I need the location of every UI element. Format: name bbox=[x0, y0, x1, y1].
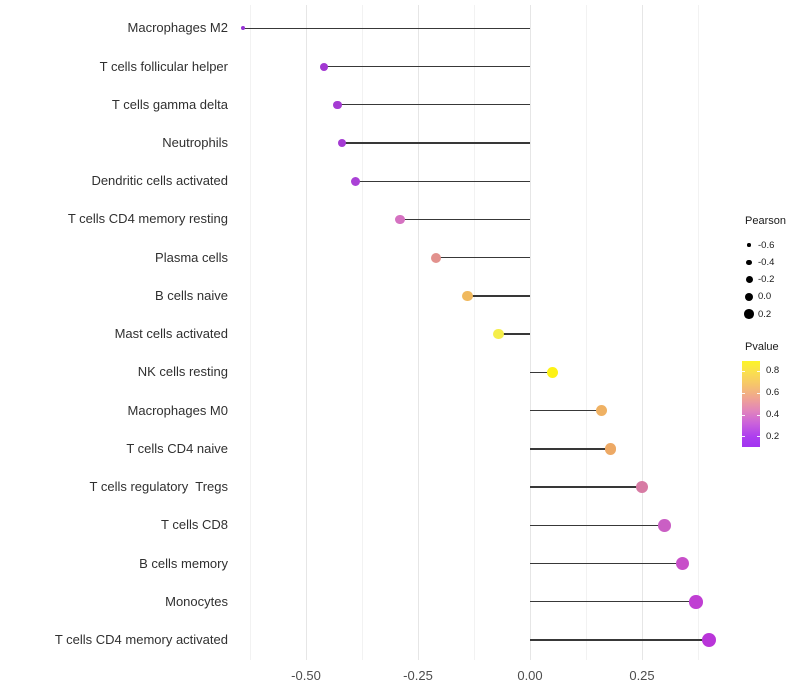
category-label: Macrophages M0 bbox=[127, 402, 228, 418]
legend-size-dot bbox=[747, 243, 751, 247]
category-label: Dendritic cells activated bbox=[91, 173, 228, 189]
lollipop-stem bbox=[498, 333, 530, 335]
lollipop-stem bbox=[530, 601, 696, 603]
legend-size-label: 0.0 bbox=[758, 291, 772, 303]
colorbar-tick-mark bbox=[742, 392, 745, 394]
x-axis-tick-label: 0.25 bbox=[629, 668, 655, 683]
category-label: T cells gamma delta bbox=[111, 96, 228, 112]
lollipop-stem bbox=[530, 562, 683, 565]
lollipop-stem bbox=[530, 448, 611, 450]
colorbar-tick-mark bbox=[742, 370, 745, 372]
colorbar-tick-label: 0.8 bbox=[766, 365, 780, 377]
lollipop-dot bbox=[319, 62, 328, 71]
legend-size-label: 0.2 bbox=[758, 308, 772, 320]
x-axis-tick-label: 0.00 bbox=[517, 668, 543, 683]
legend-size-label: -0.6 bbox=[758, 239, 775, 251]
category-label: B cells memory bbox=[139, 555, 228, 571]
lollipop-stem bbox=[467, 295, 530, 297]
gridline-minor bbox=[586, 5, 587, 660]
lollipop-dot bbox=[241, 26, 246, 31]
legend-pearson-title: Pearson bbox=[745, 215, 786, 227]
lollipop-stem bbox=[323, 65, 530, 68]
category-label: T cells CD4 memory resting bbox=[67, 211, 228, 227]
legend-size-label: -0.2 bbox=[758, 274, 775, 286]
colorbar-tick-label: 0.6 bbox=[766, 387, 780, 399]
x-axis-tick-label: -0.25 bbox=[403, 668, 433, 683]
category-label: Neutrophils bbox=[162, 134, 228, 150]
category-label: B cells naive bbox=[155, 287, 228, 303]
lollipop-dot bbox=[604, 443, 617, 455]
lollipop-stem bbox=[355, 180, 530, 182]
colorbar-tick-mark bbox=[757, 370, 760, 372]
gridline-major bbox=[530, 5, 531, 660]
lollipop-dot bbox=[702, 632, 717, 647]
lollipop-dot bbox=[337, 138, 347, 148]
lollipop-dot bbox=[636, 481, 648, 494]
lollipop-dot bbox=[546, 366, 558, 378]
lollipop-stem bbox=[530, 486, 642, 488]
colorbar-tick-mark bbox=[757, 436, 760, 438]
colorbar-tick-label: 0.4 bbox=[766, 409, 780, 421]
x-axis-tick-label: -0.50 bbox=[291, 668, 321, 683]
lollipop-stem bbox=[400, 218, 530, 221]
category-label: NK cells resting bbox=[137, 364, 228, 380]
lollipop-dot bbox=[462, 290, 473, 302]
lollipop-stem bbox=[341, 142, 530, 144]
lollipop-stem bbox=[530, 524, 665, 526]
legend-size-dot bbox=[744, 292, 754, 302]
gridline-minor bbox=[250, 5, 251, 660]
legend-size-dot bbox=[744, 309, 754, 319]
category-label: Plasma cells bbox=[155, 249, 228, 265]
category-label: T cells follicular helper bbox=[99, 58, 228, 74]
colorbar-tick-mark bbox=[757, 392, 760, 394]
lollipop-dot bbox=[350, 176, 360, 186]
colorbar-tick-mark bbox=[742, 436, 745, 438]
lollipop-dot bbox=[675, 557, 689, 571]
legend-size-dot bbox=[745, 276, 753, 284]
legend-pvalue-title: Pvalue bbox=[745, 341, 779, 353]
colorbar-tick-mark bbox=[742, 414, 745, 416]
colorbar-tick-label: 0.2 bbox=[766, 430, 780, 442]
lollipop-dot bbox=[595, 404, 608, 417]
lollipop-stem bbox=[530, 371, 553, 374]
category-label: Mast cells activated bbox=[114, 326, 228, 342]
colorbar-tick-mark bbox=[757, 414, 760, 416]
gridline-minor bbox=[474, 5, 475, 660]
legend-size-dot bbox=[746, 259, 752, 266]
category-label: T cells CD4 naive bbox=[126, 440, 228, 456]
gridline-major bbox=[418, 5, 419, 660]
lollipop-stem bbox=[435, 256, 530, 259]
lollipop-dot bbox=[333, 100, 342, 109]
lollipop-stem bbox=[530, 639, 710, 641]
category-label: Monocytes bbox=[165, 593, 228, 609]
lollipop-stem bbox=[337, 104, 530, 106]
gridline-major bbox=[642, 5, 643, 660]
pvalue-colorbar bbox=[742, 361, 760, 447]
gridline-minor bbox=[362, 5, 363, 660]
lollipop-dot bbox=[430, 252, 441, 263]
category-label: Macrophages M2 bbox=[127, 20, 228, 36]
category-label: T cells CD4 memory activated bbox=[54, 631, 228, 647]
lollipop-dot bbox=[658, 519, 671, 532]
lollipop-dot bbox=[689, 595, 703, 609]
category-label: T cells regulatory Tregs bbox=[89, 479, 228, 495]
category-label: T cells CD8 bbox=[161, 517, 228, 533]
lollipop-dot bbox=[395, 214, 405, 225]
legend-size-label: -0.4 bbox=[758, 256, 775, 268]
lollipop-dot bbox=[493, 328, 504, 340]
gridline-minor bbox=[698, 5, 699, 660]
lollipop-stem bbox=[243, 27, 530, 29]
lollipop-stem bbox=[530, 409, 602, 412]
gridline-major bbox=[306, 5, 307, 660]
